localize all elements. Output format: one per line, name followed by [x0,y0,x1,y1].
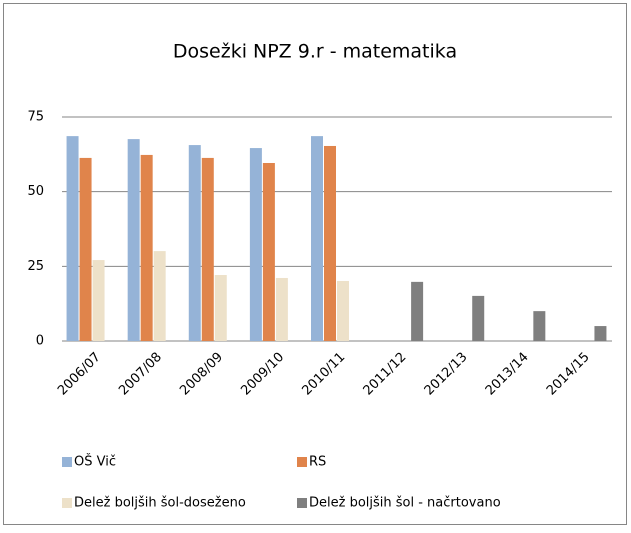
legend-swatch [297,498,307,508]
legend-swatch [297,457,307,467]
bar [262,162,275,341]
bar [472,295,485,341]
bar [411,281,424,341]
bar [188,145,201,341]
bar [79,157,92,341]
bar [153,251,166,341]
bar [140,154,153,341]
bar [66,136,79,341]
bar [594,326,607,341]
legend-label: OŠ Vič [74,454,116,470]
bar [337,280,349,341]
bar [249,148,262,341]
legend-swatch [62,498,72,508]
legend-label: Delež boljših šol-doseženo [74,496,246,511]
bar [324,145,336,341]
bar [201,157,214,341]
y-tick-label: 0 [36,334,44,349]
bar [275,277,288,341]
bar [533,311,546,341]
bar [214,274,227,341]
bar [92,260,105,341]
legend-label: Delež boljših šol - načrtovano [309,496,501,511]
bar [311,136,323,341]
legend-swatch [62,457,72,467]
y-tick-label: 75 [27,110,44,125]
chart-title: Dosežki NPZ 9.r - matematika [173,41,457,63]
legend-label: RS [309,455,326,470]
y-tick-label: 50 [27,184,44,199]
bar [127,139,140,341]
y-tick-label: 25 [27,259,44,274]
